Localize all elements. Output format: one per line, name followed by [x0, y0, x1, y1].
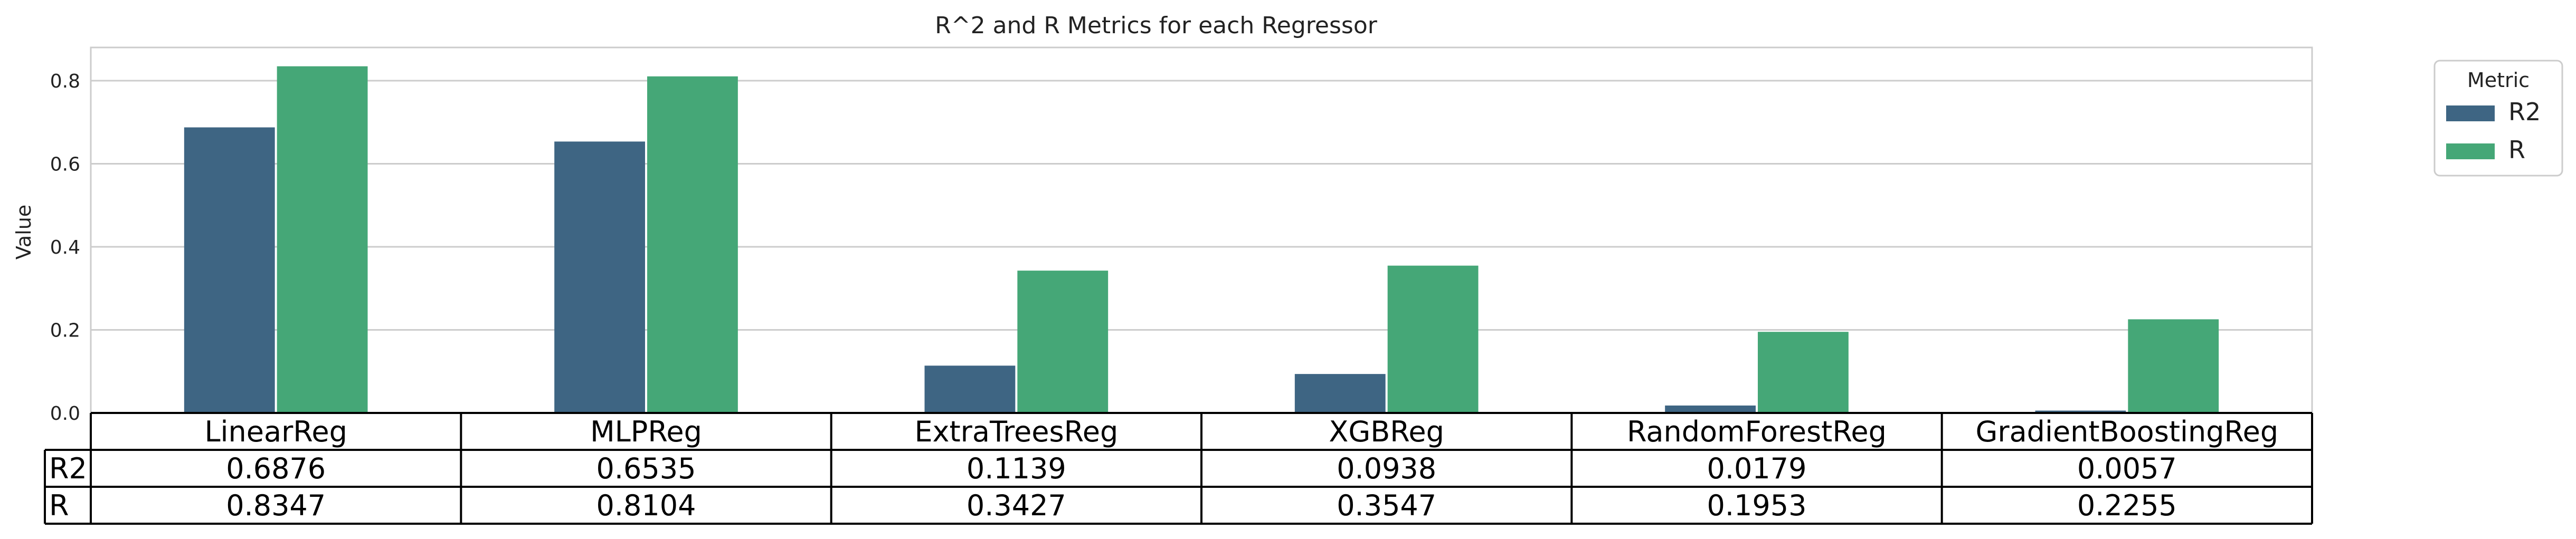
y-tick-label: 0.4 — [50, 237, 80, 258]
legend-label-r2: R2 — [2508, 98, 2541, 126]
table-cell: 0.2255 — [2077, 489, 2177, 522]
bar-r2 — [1665, 405, 1756, 413]
y-tick-label: 0.2 — [50, 320, 80, 342]
chart-title: R^2 and R Metrics for each Regressor — [935, 12, 1378, 39]
y-axis-label: Value — [12, 205, 35, 259]
table-cell: 0.3427 — [967, 489, 1066, 522]
bar-r2 — [924, 365, 1016, 413]
bar-r — [1758, 332, 1849, 413]
table-cell: 0.1139 — [967, 452, 1066, 485]
table-cell: 0.0057 — [2077, 452, 2177, 485]
table-column-header: LinearReg — [204, 415, 347, 448]
table-cell: 0.6876 — [226, 452, 326, 485]
bar-r — [1387, 265, 1479, 413]
table-column-header: GradientBoostingReg — [1976, 415, 2279, 448]
y-tick-label: 0.6 — [50, 154, 80, 176]
legend-label-r: R — [2508, 136, 2525, 164]
table-row-label: R2 — [49, 452, 87, 485]
legend: Metric R2 R — [2433, 60, 2563, 177]
table-column-header: XGBReg — [1329, 415, 1444, 448]
y-tick-labels: 0.0 0.2 0.4 0.6 0.8 — [50, 71, 80, 425]
data-table: LinearReg MLPReg ExtraTreesReg XGBReg Random… — [44, 412, 2313, 525]
table-row-label: R — [49, 489, 69, 522]
legend-swatch-r — [2446, 143, 2495, 159]
bar-r2 — [2035, 410, 2126, 413]
table-column-header: ExtraTreesReg — [914, 415, 1118, 448]
table-column-header: MLPReg — [590, 415, 702, 448]
bar-r — [647, 76, 738, 413]
bar-r2 — [554, 141, 645, 413]
bar-r — [1017, 271, 1109, 413]
y-tick-label: 0.8 — [50, 71, 80, 92]
bar-r — [277, 66, 368, 413]
bar-r2 — [1294, 374, 1386, 413]
y-tick-label: 0.0 — [50, 403, 80, 425]
bars — [184, 66, 2219, 413]
table-cell: 0.0938 — [1337, 452, 1436, 485]
table-cell: 0.8347 — [226, 489, 326, 522]
table-cell: 0.3547 — [1337, 489, 1436, 522]
table-cell: 0.0179 — [1707, 452, 1807, 485]
bar-r — [2128, 319, 2219, 413]
table-cell: 0.1953 — [1707, 489, 1807, 522]
legend-swatch-r2 — [2446, 105, 2495, 121]
table-column-header: RandomForestReg — [1627, 415, 1887, 448]
bar-r2 — [184, 127, 275, 413]
table-cell: 0.6535 — [596, 452, 696, 485]
legend-title: Metric — [2467, 69, 2530, 92]
table-cell: 0.8104 — [596, 489, 696, 522]
